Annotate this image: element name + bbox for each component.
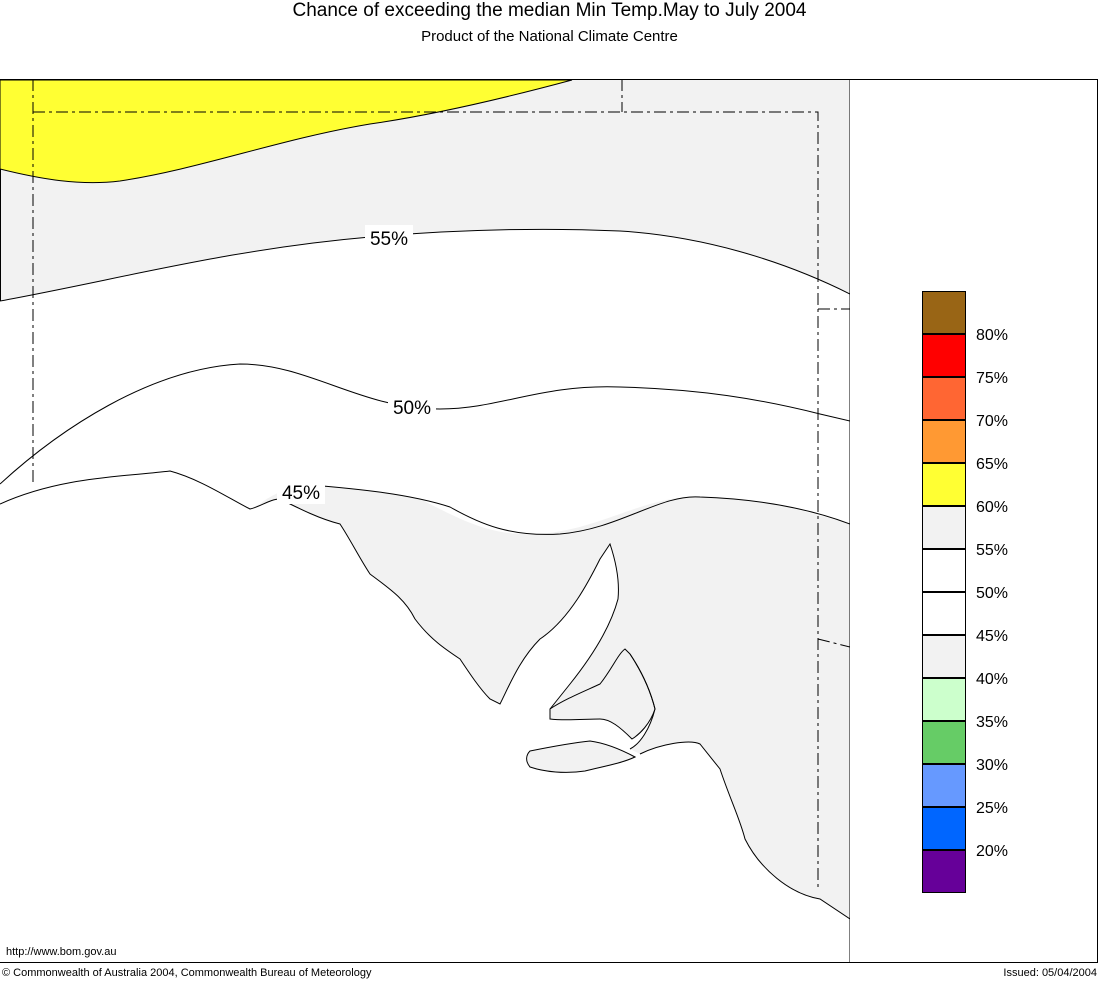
legend-swatch — [922, 807, 966, 850]
legend-swatch — [922, 291, 966, 334]
legend-label: 45% — [976, 628, 1009, 645]
legend-label: 50% — [976, 585, 1009, 602]
map-title: Chance of exceeding the median Min Temp.… — [292, 0, 807, 21]
legend-swatch — [922, 420, 966, 463]
contour-50 — [0, 363, 850, 485]
contour-55 — [0, 228, 850, 302]
legend-swatch — [922, 764, 966, 807]
legend-label: 25% — [976, 800, 1009, 817]
copyright-notice: © Commonwealth of Australia 2004, Common… — [2, 967, 372, 979]
legend-label: 80% — [976, 327, 1009, 344]
legend-swatch — [922, 549, 966, 592]
legend-label: 20% — [976, 843, 1009, 860]
legend-label: 30% — [976, 757, 1009, 774]
contour-45 — [299, 483, 850, 535]
legend-swatch — [922, 377, 966, 420]
legend-label: 55% — [976, 542, 1009, 559]
map-panel: 55% 50% 45% — [0, 79, 850, 963]
legend-label: 40% — [976, 671, 1009, 688]
legend-label: 60% — [976, 499, 1009, 516]
state-border — [32, 79, 850, 889]
legend-swatch — [922, 463, 966, 506]
yellow-region — [0, 79, 573, 184]
legend-label: 70% — [976, 413, 1009, 430]
legend-label: 65% — [976, 456, 1009, 473]
white-band-region — [0, 229, 850, 535]
contour-label-45: 45% — [282, 483, 320, 504]
kangaroo-island — [526, 740, 637, 773]
map-subtitle: Product of the National Climate Centre — [421, 28, 678, 45]
legend-swatch — [922, 334, 966, 377]
sea-region — [0, 471, 850, 962]
issued-date: Issued: 05/04/2004 — [1003, 967, 1097, 979]
source-url: http://www.bom.gov.au — [6, 946, 117, 958]
legend-swatch — [922, 721, 966, 764]
legend-label: 35% — [976, 714, 1009, 731]
legend-label: 75% — [976, 370, 1009, 387]
legend-swatch — [922, 506, 966, 549]
legend-swatch — [922, 850, 966, 893]
contour-label-55: 55% — [370, 229, 408, 250]
legend-swatch — [922, 592, 966, 635]
legend-swatch — [922, 635, 966, 678]
coastline — [0, 470, 850, 920]
contour-label-50: 50% — [393, 398, 431, 419]
legend-swatch — [922, 678, 966, 721]
